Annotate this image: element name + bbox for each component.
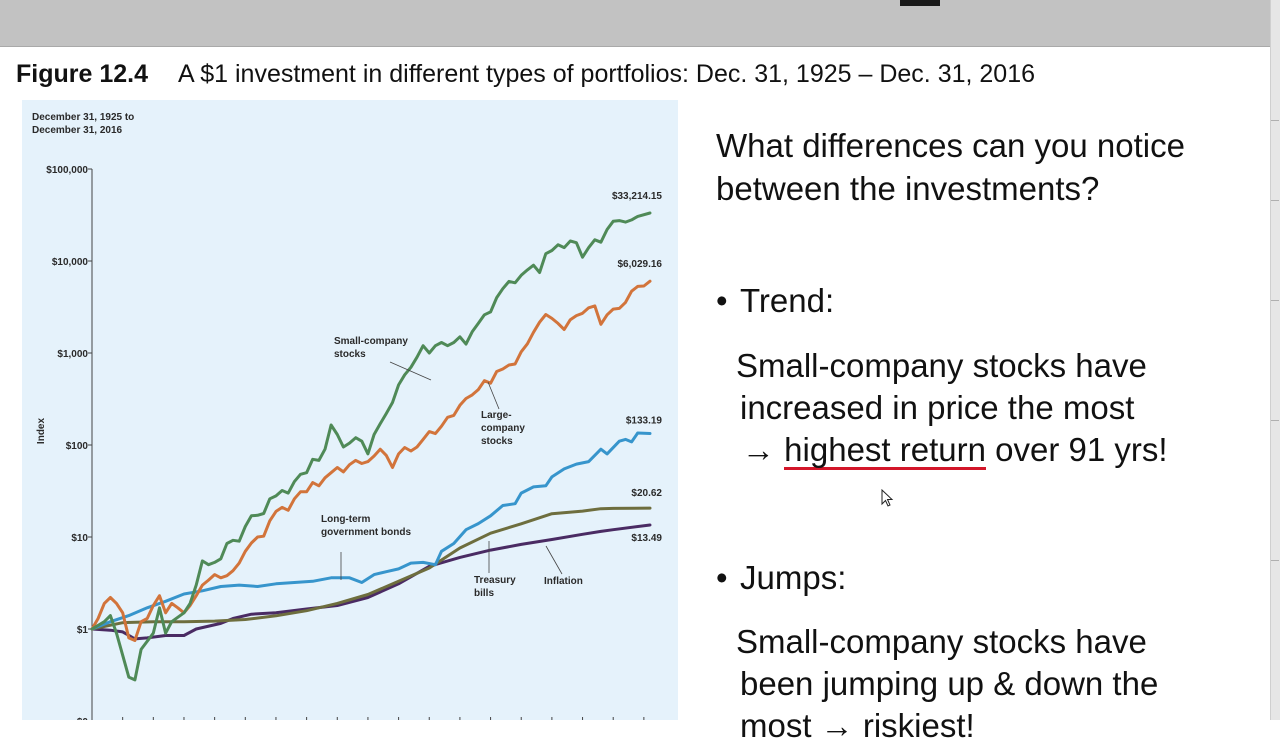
series-label-tbills: Treasury <box>474 575 516 586</box>
series-line-small <box>90 211 652 682</box>
series-label-govt: Long-term <box>321 514 371 525</box>
trend-line-2: increased in price the most <box>740 389 1135 426</box>
series-label-small: stocks <box>334 349 366 360</box>
arrow-symbol: → <box>742 431 775 468</box>
highlight-highest-return: highest return <box>784 431 986 470</box>
scrollbar-marker <box>1271 200 1279 201</box>
bullet-dot: • <box>716 282 728 319</box>
y-tick-label: $0 <box>77 717 89 720</box>
scrollbar[interactable] <box>1270 0 1280 720</box>
notes-panel: What differences can you notice between … <box>716 0 1266 744</box>
series-label-govt: government bonds <box>321 527 411 538</box>
y-tick-label: $10,000 <box>52 257 89 268</box>
trend-line-1: Small-company stocks have <box>736 347 1147 384</box>
y-tick-label: $1 <box>77 625 89 636</box>
bullet-jumps-title: Jumps: <box>740 559 847 596</box>
series-label-small: Small-company <box>334 336 408 347</box>
y-tick-label: $1,000 <box>57 349 88 360</box>
jumps-answer: Small-company stocks have been jumping u… <box>736 621 1158 747</box>
end-value-label: $20.62 <box>631 488 662 499</box>
scrollbar-marker <box>1271 420 1279 421</box>
chart-panel: December 31, 1925 to December 31, 2016 $10… <box>22 100 678 720</box>
bullet-jumps: • Jumps: <box>716 559 846 597</box>
series-label-inflation: Inflation <box>544 576 583 587</box>
series-line-tbills <box>90 506 652 631</box>
series-pointer-inflation <box>545 545 563 575</box>
end-value-label: $6,029.16 <box>618 259 663 270</box>
trend-answer: Small-company stocks have increased in p… <box>736 345 1168 471</box>
end-value-label: $33,214.15 <box>612 191 662 202</box>
bullet-dot: • <box>716 559 728 596</box>
jumps-line-1: Small-company stocks have <box>736 623 1147 660</box>
scrollbar-marker <box>1271 120 1279 121</box>
bullet-trend-title: Trend: <box>740 282 835 319</box>
series-line-govt <box>90 431 652 631</box>
title-fragment <box>900 0 940 6</box>
series-label-large: company <box>481 423 525 434</box>
mouse-pointer-icon <box>881 489 894 507</box>
series-label-tbills: bills <box>474 588 494 599</box>
series-label-large: Large- <box>481 410 512 421</box>
series-pointer-small <box>389 361 432 381</box>
period-label: December 31, 1925 to <box>32 112 134 123</box>
y-axis-title: Index <box>36 418 47 445</box>
y-tick-label: $10 <box>71 533 88 544</box>
figure-label: Figure 12.4 <box>16 60 148 88</box>
trend-tail: over 91 yrs! <box>995 431 1168 468</box>
trend-line-3: → highest return over 91 yrs! <box>736 429 1168 471</box>
y-tick-label: $100,000 <box>46 165 88 176</box>
scrollbar-marker <box>1271 300 1279 301</box>
bullet-trend: • Trend: <box>716 282 834 320</box>
scrollbar-marker <box>1271 560 1279 561</box>
line-chart: December 31, 1925 to December 31, 2016 $10… <box>32 112 663 720</box>
jumps-line-2: been jumping up & down the <box>740 665 1159 702</box>
figure-caption-text: A $1 investment in different types of po… <box>178 60 1036 88</box>
series-label-large: stocks <box>481 436 513 447</box>
y-tick-label: $100 <box>66 441 89 452</box>
end-value-label: $13.49 <box>631 533 662 544</box>
series-line-inflation <box>90 523 652 641</box>
figure-caption: Figure 12.4 A $1 investment in different … <box>16 60 1035 89</box>
slide-title-bar <box>0 0 1270 47</box>
period-label: December 31, 2016 <box>32 125 123 136</box>
question-text: What differences can you notice between … <box>716 127 1185 207</box>
series-pointer-large <box>487 381 500 410</box>
jumps-line-3: most → riskiest! <box>740 707 975 744</box>
end-value-label: $133.19 <box>626 416 663 427</box>
